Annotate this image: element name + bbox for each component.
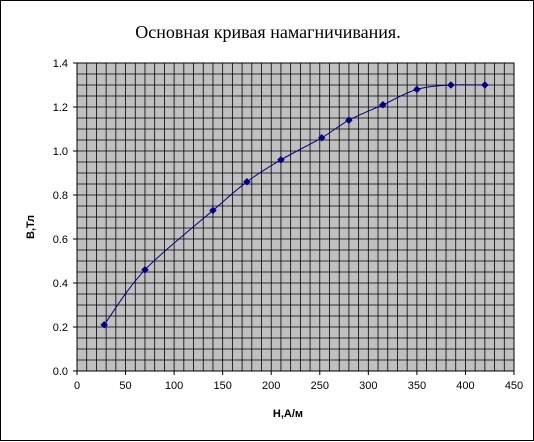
data-point-marker xyxy=(413,85,421,94)
data-point-marker xyxy=(141,265,149,274)
y-tick-label: 0.4 xyxy=(53,278,68,290)
data-point-marker xyxy=(379,100,387,109)
y-tick-label: 1.2 xyxy=(53,102,68,114)
y-tick-label: 0.2 xyxy=(53,322,68,334)
y-tick-label: 0.8 xyxy=(53,190,68,202)
data-point-marker xyxy=(345,116,353,125)
x-tick-label: 100 xyxy=(165,380,183,392)
x-tick-label: 200 xyxy=(262,380,280,392)
x-tick-label: 300 xyxy=(359,380,377,392)
data-point-marker xyxy=(277,155,285,164)
x-tick-label: 150 xyxy=(213,380,231,392)
plot-border xyxy=(76,62,515,372)
x-tick-label: 50 xyxy=(119,380,131,392)
y-axis-title: B,Тл xyxy=(25,215,37,239)
y-tick-label: 1.4 xyxy=(53,58,68,70)
x-tick-label: 400 xyxy=(456,380,474,392)
x-tick-label: 350 xyxy=(408,380,426,392)
data-point-marker xyxy=(447,81,455,89)
y-axis-tick-labels: 0.0 0.2 0.4 0.6 0.8 1.0 1.2 1.4 xyxy=(53,58,77,378)
y-tick-label: 0.0 xyxy=(53,366,68,378)
data-point-marker xyxy=(481,81,489,89)
x-axis-title: H,А/м xyxy=(273,408,303,420)
x-tick-label: 450 xyxy=(505,380,523,392)
series-markers xyxy=(100,81,489,329)
data-point-marker xyxy=(100,320,109,329)
y-tick-label: 1.0 xyxy=(53,146,68,158)
grid-layer xyxy=(77,63,514,371)
y-tick-label: 0.6 xyxy=(53,234,68,246)
data-point-marker xyxy=(209,206,217,215)
x-tick-label: 250 xyxy=(311,380,329,392)
data-point-marker xyxy=(317,133,326,142)
x-axis-tick-labels: 0 50 100 150 200 250 300 350 400 450 xyxy=(74,371,523,392)
data-point-marker xyxy=(243,177,251,186)
x-tick-label: 0 xyxy=(74,380,80,392)
chart-title: Основная кривая намагничивания. xyxy=(135,22,400,42)
